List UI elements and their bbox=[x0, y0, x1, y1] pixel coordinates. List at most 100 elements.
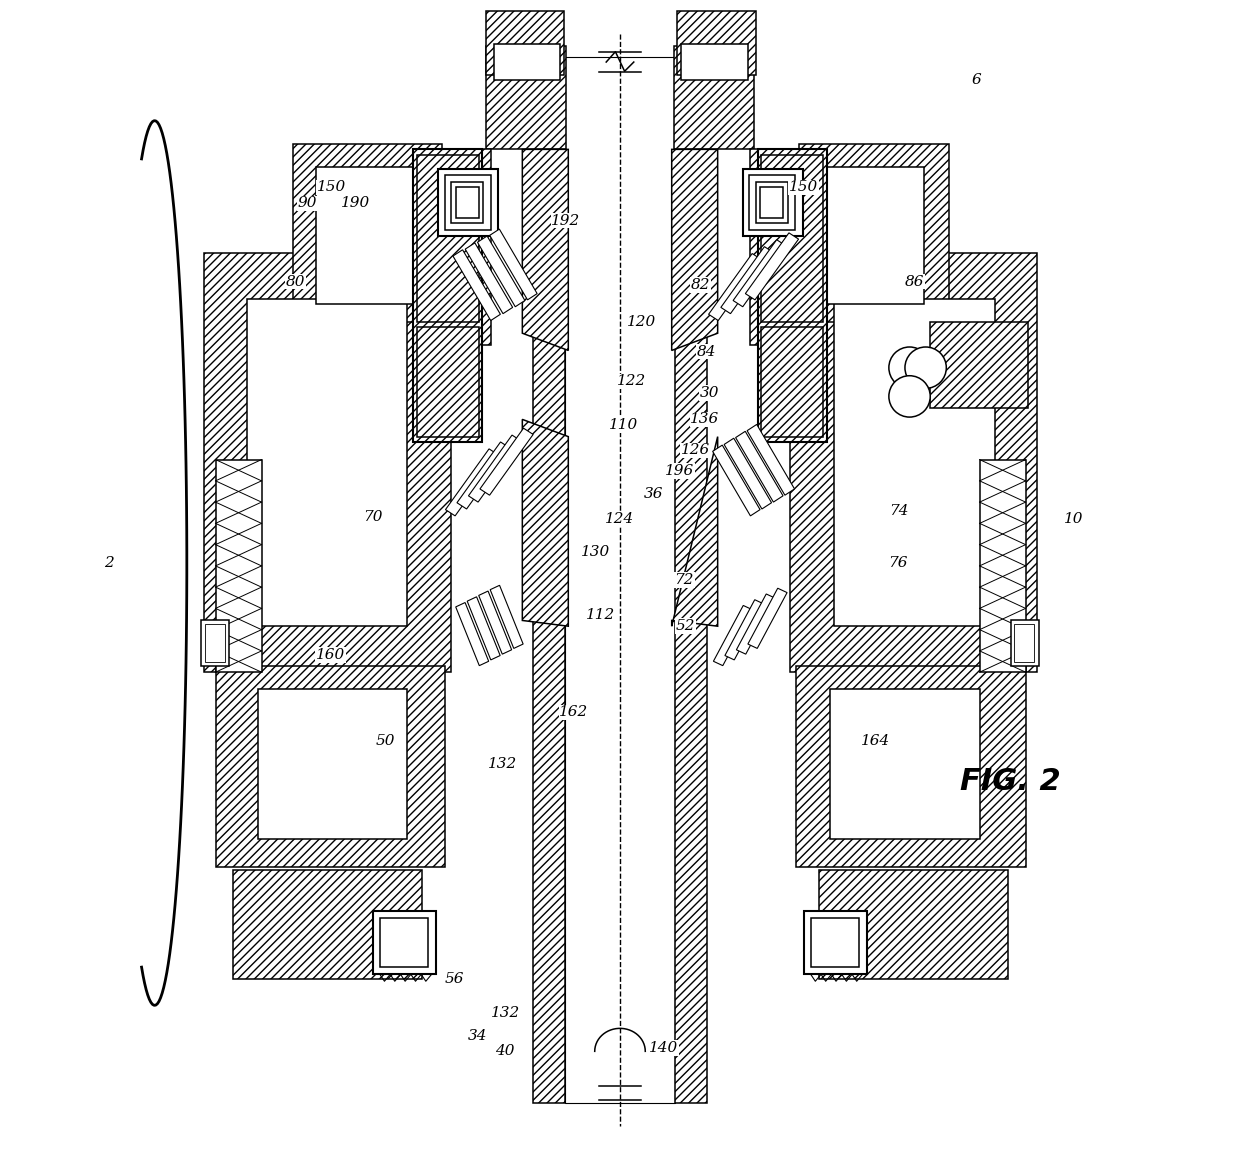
Bar bbox=[451, 182, 484, 223]
Bar bbox=[811, 918, 859, 967]
Bar bbox=[743, 169, 802, 236]
Text: 82: 82 bbox=[691, 278, 711, 292]
Bar bbox=[455, 187, 479, 218]
Text: 34: 34 bbox=[467, 1030, 487, 1043]
Text: 140: 140 bbox=[649, 1041, 678, 1055]
Bar bbox=[413, 149, 482, 442]
Polygon shape bbox=[458, 442, 510, 509]
Bar bbox=[247, 299, 408, 626]
Text: 84: 84 bbox=[697, 345, 715, 358]
Bar bbox=[379, 918, 428, 967]
Text: 132: 132 bbox=[489, 757, 517, 771]
Bar bbox=[315, 167, 424, 304]
Bar bbox=[930, 322, 1028, 408]
Text: 90: 90 bbox=[298, 196, 317, 210]
Text: 150: 150 bbox=[317, 180, 346, 194]
Polygon shape bbox=[748, 588, 787, 648]
Bar bbox=[1014, 624, 1034, 662]
Bar bbox=[373, 911, 436, 974]
Bar bbox=[417, 327, 479, 437]
Text: 6: 6 bbox=[971, 74, 981, 87]
Polygon shape bbox=[713, 445, 760, 516]
Polygon shape bbox=[713, 606, 753, 665]
Text: 50: 50 bbox=[376, 734, 396, 748]
Text: 136: 136 bbox=[691, 412, 719, 426]
Text: 122: 122 bbox=[616, 375, 646, 388]
Polygon shape bbox=[672, 437, 718, 626]
Bar bbox=[818, 870, 1008, 979]
Text: 162: 162 bbox=[559, 705, 589, 719]
Bar bbox=[494, 44, 560, 80]
Bar bbox=[796, 666, 1025, 867]
Bar bbox=[681, 44, 748, 80]
Bar bbox=[216, 666, 445, 867]
Bar bbox=[233, 870, 423, 979]
Bar bbox=[293, 144, 441, 322]
Bar bbox=[750, 149, 805, 345]
Text: 70: 70 bbox=[363, 510, 383, 524]
Text: FIG. 2: FIG. 2 bbox=[960, 766, 1061, 796]
Bar bbox=[201, 620, 229, 666]
Text: 72: 72 bbox=[675, 573, 694, 587]
Bar bbox=[761, 327, 823, 437]
Text: 74: 74 bbox=[889, 504, 909, 518]
Text: 160: 160 bbox=[316, 648, 345, 662]
Text: 190: 190 bbox=[341, 196, 371, 210]
Bar bbox=[439, 169, 498, 236]
Bar bbox=[760, 187, 784, 218]
Bar bbox=[486, 11, 564, 75]
Text: 164: 164 bbox=[861, 734, 890, 748]
Polygon shape bbox=[453, 249, 501, 321]
Bar bbox=[677, 11, 755, 75]
Bar bbox=[816, 167, 925, 304]
Polygon shape bbox=[477, 236, 525, 307]
Bar bbox=[205, 253, 451, 672]
Bar bbox=[205, 624, 224, 662]
Text: 86: 86 bbox=[904, 275, 924, 288]
Bar bbox=[216, 460, 262, 672]
Bar bbox=[833, 299, 994, 626]
Polygon shape bbox=[733, 240, 786, 307]
Text: 132: 132 bbox=[491, 1007, 520, 1020]
Text: 196: 196 bbox=[665, 464, 694, 478]
Polygon shape bbox=[708, 254, 761, 321]
Circle shape bbox=[889, 347, 930, 388]
Bar bbox=[800, 144, 949, 322]
Bar bbox=[533, 57, 565, 1103]
Bar bbox=[755, 182, 787, 223]
Polygon shape bbox=[745, 233, 799, 300]
Polygon shape bbox=[469, 435, 522, 502]
Polygon shape bbox=[522, 149, 568, 350]
Text: 76: 76 bbox=[888, 556, 908, 570]
Text: 80: 80 bbox=[286, 275, 306, 288]
Bar bbox=[804, 911, 867, 974]
Bar bbox=[980, 460, 1025, 672]
Bar bbox=[758, 149, 827, 442]
Polygon shape bbox=[748, 424, 795, 495]
Text: 52: 52 bbox=[676, 619, 696, 633]
Bar bbox=[445, 175, 491, 230]
Text: 112: 112 bbox=[585, 608, 615, 622]
Polygon shape bbox=[672, 149, 718, 350]
Polygon shape bbox=[480, 429, 533, 495]
Polygon shape bbox=[479, 591, 512, 654]
Text: 110: 110 bbox=[609, 418, 639, 432]
Polygon shape bbox=[720, 247, 774, 314]
Text: 36: 36 bbox=[644, 487, 663, 501]
Polygon shape bbox=[465, 242, 512, 314]
Bar bbox=[675, 57, 707, 1103]
Polygon shape bbox=[737, 594, 775, 654]
Bar bbox=[1011, 620, 1039, 666]
Polygon shape bbox=[456, 602, 489, 665]
Text: 30: 30 bbox=[699, 386, 719, 400]
Bar bbox=[749, 175, 795, 230]
Text: 40: 40 bbox=[495, 1044, 515, 1058]
Polygon shape bbox=[735, 431, 782, 502]
Polygon shape bbox=[467, 596, 500, 660]
Bar bbox=[831, 689, 980, 839]
Polygon shape bbox=[490, 585, 523, 648]
Text: 10: 10 bbox=[1064, 512, 1084, 526]
Text: 2: 2 bbox=[104, 556, 114, 570]
Polygon shape bbox=[724, 438, 771, 509]
Text: 192: 192 bbox=[552, 214, 580, 228]
